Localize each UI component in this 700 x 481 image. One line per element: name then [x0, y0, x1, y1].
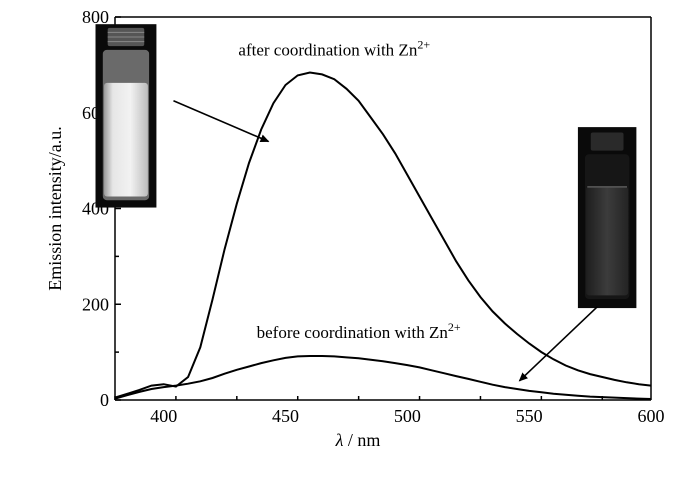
annotation-superscript: 2+ [417, 37, 430, 51]
y-tick-label: 200 [82, 294, 109, 314]
y-tick-label: 800 [82, 7, 109, 27]
y-tick-label: 0 [100, 390, 109, 410]
x-tick-label: 400 [150, 406, 177, 426]
x-tick-label: 450 [272, 406, 299, 426]
y-axis-title: Emission intensity/a.u. [45, 126, 65, 291]
vial-photos [95, 24, 637, 309]
before-coordination-label: before coordination with Zn2+ [257, 320, 461, 342]
annotation-text: after coordination with Zn [238, 40, 417, 59]
x-axis-title: λ / nm [335, 430, 381, 450]
x-tick-label: 550 [516, 406, 543, 426]
after-coordination-label: after coordination with Zn2+ [238, 37, 430, 59]
vial-cap [590, 132, 624, 151]
x-tick-label: 500 [394, 406, 421, 426]
annotation-text: before coordination with Zn [257, 323, 449, 342]
vial-liquid-dark [586, 186, 629, 296]
annotation-arrow [173, 100, 270, 143]
vial-liquid-bright [104, 82, 148, 197]
after-coordination-curve [114, 71, 652, 399]
annotation-arrow [518, 306, 598, 382]
annotations: after coordination with Zn2+before coord… [173, 37, 598, 382]
vial-bright-photo [95, 24, 157, 208]
plot-curves [114, 71, 652, 400]
x-axis-symbol: λ [335, 430, 344, 450]
annotation-superscript: 2+ [448, 320, 461, 334]
x-tick-label: 600 [638, 406, 665, 426]
vial-dark-photo [577, 127, 637, 309]
x-axis-unit: / nm [343, 430, 380, 450]
before-coordination-curve [114, 355, 652, 400]
